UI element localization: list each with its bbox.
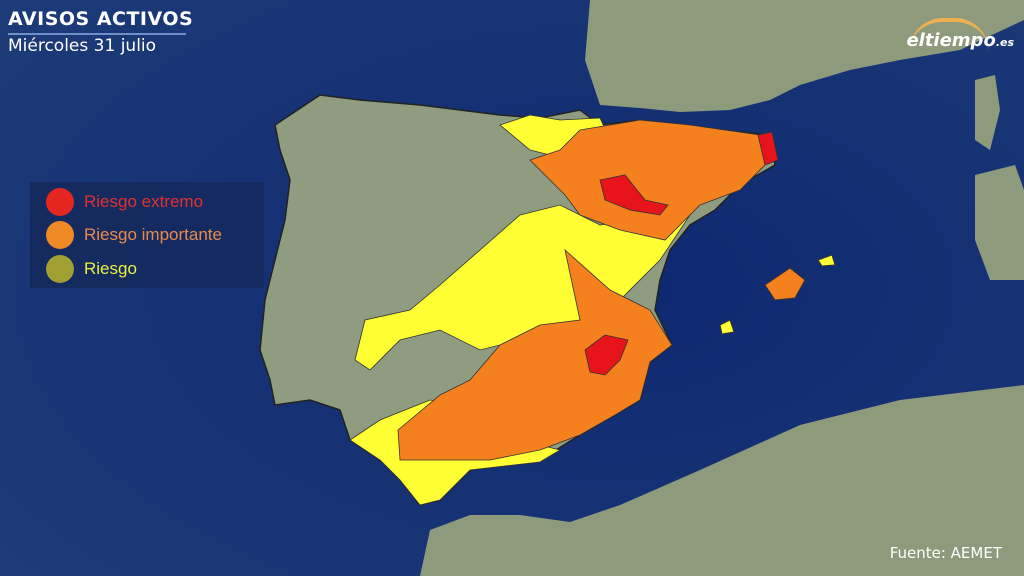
- extreme-zone-aragon: [599, 174, 669, 216]
- important-zone-northeast: [529, 119, 766, 241]
- corsica-land: [975, 75, 1000, 150]
- cloud-logo-icon: [909, 18, 989, 52]
- balearic-mallorca: [764, 267, 806, 301]
- source-credit: Fuente: AEMET: [889, 544, 1002, 562]
- page-title: AVISOS ACTIVOS: [8, 8, 194, 30]
- legend-item-extreme: Riesgo extremo: [46, 188, 203, 216]
- important-zone-southeast: [397, 248, 673, 461]
- balearic-menorca: [817, 254, 836, 267]
- france-land: [585, 0, 1024, 112]
- legend-label: Riesgo extremo: [84, 192, 204, 211]
- title-divider: [8, 33, 186, 35]
- eltiempo-logo: eltiempo.es: [906, 30, 1014, 51]
- legend-label: Riesgo importante: [84, 225, 222, 244]
- legend-label: Riesgo: [84, 259, 137, 278]
- sardinia-land: [975, 165, 1024, 280]
- balearic-ibiza: [719, 319, 735, 335]
- date-subtitle: Miércoles 31 julio: [8, 36, 157, 56]
- extreme-zone-murcia: [584, 334, 629, 376]
- orange-dot-icon: [46, 221, 74, 249]
- olive-dot-icon: [46, 255, 74, 283]
- legend: Riesgo extremo Riesgo importante Riesgo: [30, 182, 264, 288]
- africa-land: [420, 385, 1024, 576]
- red-dot-icon: [46, 188, 74, 216]
- legend-item-risk: Riesgo: [46, 255, 137, 283]
- extreme-zone-girona: [757, 131, 779, 166]
- legend-item-important: Riesgo importante: [46, 221, 222, 249]
